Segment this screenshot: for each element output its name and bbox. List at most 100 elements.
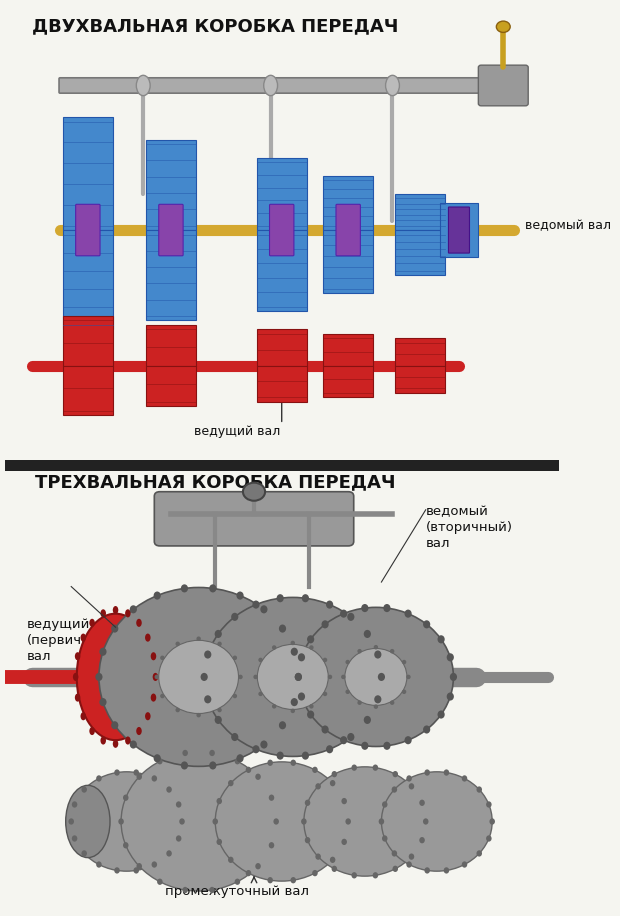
Ellipse shape: [386, 75, 399, 95]
Ellipse shape: [382, 802, 388, 808]
Ellipse shape: [312, 767, 317, 773]
Ellipse shape: [419, 800, 425, 806]
Ellipse shape: [114, 867, 120, 874]
Ellipse shape: [409, 783, 414, 790]
Ellipse shape: [404, 736, 412, 745]
Ellipse shape: [374, 645, 378, 649]
Ellipse shape: [130, 605, 137, 614]
Ellipse shape: [444, 867, 449, 874]
Ellipse shape: [209, 761, 216, 769]
Ellipse shape: [228, 780, 234, 786]
Ellipse shape: [392, 786, 397, 792]
Ellipse shape: [151, 861, 157, 867]
Ellipse shape: [154, 754, 161, 762]
Ellipse shape: [154, 592, 161, 600]
Ellipse shape: [254, 675, 258, 679]
Ellipse shape: [81, 712, 86, 720]
Ellipse shape: [197, 713, 201, 717]
Ellipse shape: [73, 673, 79, 681]
Ellipse shape: [99, 587, 298, 767]
FancyBboxPatch shape: [146, 325, 196, 365]
Ellipse shape: [68, 818, 74, 824]
FancyBboxPatch shape: [257, 330, 307, 365]
Text: ведущий вал: ведущий вал: [194, 425, 280, 438]
Ellipse shape: [123, 842, 128, 848]
FancyBboxPatch shape: [396, 194, 445, 230]
FancyBboxPatch shape: [323, 230, 373, 293]
Ellipse shape: [304, 767, 426, 876]
Ellipse shape: [340, 736, 347, 745]
FancyBboxPatch shape: [479, 65, 528, 106]
Ellipse shape: [136, 619, 142, 627]
Ellipse shape: [425, 867, 430, 874]
Ellipse shape: [316, 854, 321, 860]
Ellipse shape: [89, 619, 95, 627]
Ellipse shape: [210, 887, 215, 893]
Ellipse shape: [77, 614, 154, 740]
Ellipse shape: [252, 601, 260, 608]
Ellipse shape: [438, 711, 445, 718]
Ellipse shape: [81, 634, 86, 642]
Ellipse shape: [462, 775, 467, 781]
Ellipse shape: [200, 673, 208, 681]
Ellipse shape: [340, 609, 347, 617]
Ellipse shape: [489, 818, 495, 824]
Ellipse shape: [114, 769, 120, 776]
Ellipse shape: [476, 786, 482, 792]
Ellipse shape: [298, 653, 305, 661]
Ellipse shape: [379, 818, 384, 824]
Ellipse shape: [182, 750, 188, 756]
Ellipse shape: [345, 690, 350, 694]
Ellipse shape: [130, 740, 137, 748]
Ellipse shape: [259, 692, 263, 696]
Bar: [5, 460, 559, 472]
Ellipse shape: [406, 675, 410, 679]
Ellipse shape: [373, 765, 378, 771]
Ellipse shape: [99, 698, 107, 706]
Ellipse shape: [345, 649, 407, 705]
Ellipse shape: [352, 872, 357, 878]
Ellipse shape: [159, 640, 239, 714]
Ellipse shape: [332, 771, 337, 778]
FancyBboxPatch shape: [396, 230, 445, 275]
Ellipse shape: [96, 775, 102, 781]
Ellipse shape: [215, 630, 222, 638]
Ellipse shape: [175, 641, 180, 646]
FancyBboxPatch shape: [63, 230, 113, 330]
Ellipse shape: [347, 613, 355, 621]
Ellipse shape: [345, 818, 351, 824]
Ellipse shape: [361, 604, 368, 612]
Ellipse shape: [357, 649, 362, 653]
FancyBboxPatch shape: [257, 365, 307, 402]
FancyBboxPatch shape: [146, 140, 196, 230]
Ellipse shape: [390, 649, 394, 653]
Ellipse shape: [342, 839, 347, 845]
Ellipse shape: [255, 774, 261, 780]
Ellipse shape: [476, 850, 482, 856]
Ellipse shape: [342, 798, 347, 804]
Ellipse shape: [153, 673, 158, 681]
FancyBboxPatch shape: [257, 158, 307, 230]
Text: ведущий
(первичный)
вал: ведущий (первичный) вал: [27, 618, 115, 663]
Ellipse shape: [123, 794, 128, 801]
Ellipse shape: [197, 637, 201, 641]
Ellipse shape: [151, 652, 156, 660]
Ellipse shape: [332, 866, 337, 872]
Ellipse shape: [298, 692, 305, 701]
Ellipse shape: [246, 870, 251, 877]
Ellipse shape: [136, 774, 142, 780]
Ellipse shape: [291, 709, 295, 714]
Ellipse shape: [392, 771, 398, 778]
Ellipse shape: [305, 837, 311, 844]
Ellipse shape: [374, 695, 381, 703]
Ellipse shape: [71, 772, 182, 871]
Ellipse shape: [113, 740, 118, 747]
Ellipse shape: [181, 761, 188, 769]
FancyBboxPatch shape: [59, 78, 494, 93]
Text: ДВУХВАЛЬНАЯ КОРОБКА ПЕРЕДАЧ: ДВУХВАЛЬНАЯ КОРОБКА ПЕРЕДАЧ: [32, 17, 399, 36]
Ellipse shape: [486, 835, 492, 842]
FancyBboxPatch shape: [440, 203, 479, 257]
Ellipse shape: [402, 660, 406, 664]
Ellipse shape: [236, 754, 244, 762]
Ellipse shape: [157, 758, 162, 764]
